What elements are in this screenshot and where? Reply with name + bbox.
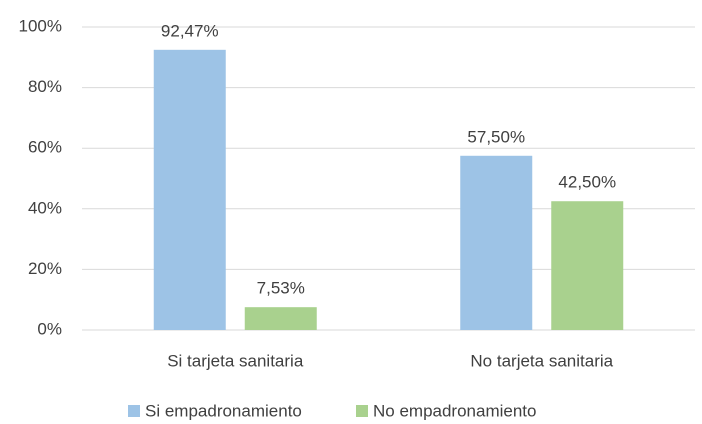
value-label: 57,50% xyxy=(467,127,525,146)
y-tick-label: 0% xyxy=(37,319,62,338)
legend-swatch xyxy=(356,405,368,417)
legend-swatch xyxy=(128,405,140,417)
y-tick-label: 20% xyxy=(28,259,62,278)
value-label: 7,53% xyxy=(257,279,305,298)
y-tick-label: 100% xyxy=(19,16,62,35)
x-tick-label: No tarjeta sanitaria xyxy=(470,351,613,370)
bar xyxy=(244,307,317,330)
legend-label: Si empadronamiento xyxy=(145,401,302,420)
y-tick-label: 60% xyxy=(28,138,62,157)
legend-label: No empadronamiento xyxy=(373,401,536,420)
bar xyxy=(153,49,226,331)
bar xyxy=(551,201,624,330)
y-tick-label: 80% xyxy=(28,77,62,96)
value-label: 92,47% xyxy=(161,21,219,40)
value-label: 42,50% xyxy=(558,173,616,192)
x-tick-label: Si tarjeta sanitaria xyxy=(167,351,304,370)
y-tick-label: 40% xyxy=(28,198,62,217)
bar xyxy=(460,155,533,330)
